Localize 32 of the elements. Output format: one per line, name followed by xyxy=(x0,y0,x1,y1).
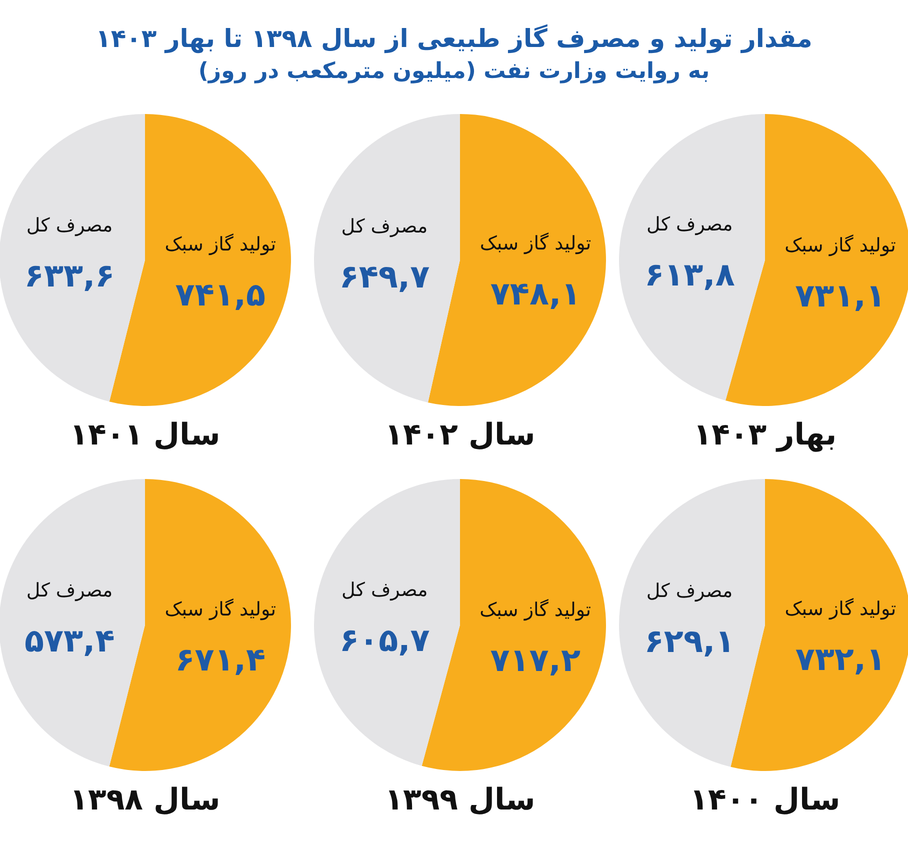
data-label: ۶۱۳,۸ xyxy=(644,256,736,294)
data-label: ۷۳۲,۱ xyxy=(795,640,886,678)
slice-label: تولید گاز سبک xyxy=(784,233,896,256)
slice-label: مصرف کل xyxy=(342,578,428,601)
text: بهار ۱۴۰۳ xyxy=(693,418,837,452)
data-label: ۷۱۷,۲ xyxy=(490,641,581,680)
slice-label: تولید گاز سبک xyxy=(784,597,896,620)
slice-label: مصرف کل xyxy=(646,214,733,236)
data-label: ۷۴۱,۵ xyxy=(175,275,266,314)
text: به روایت وزارت نفت (میلیون مترمکعب در روز) xyxy=(197,59,711,84)
text: سال ۱۴۰۰ xyxy=(690,782,840,818)
slice-label: مصرف کل xyxy=(341,216,428,238)
data-label: ۶۴۹,۷ xyxy=(339,258,430,296)
slice-label: تولید گاز سبک xyxy=(480,598,592,622)
slice-label: تولید گاز سبک xyxy=(164,232,276,256)
slice-label: مصرف کل xyxy=(26,214,113,237)
slice-label: مصرف کل xyxy=(26,580,113,602)
text: سال ۱۴۰۱ xyxy=(70,418,220,452)
text: سال ۱۴۰۲ xyxy=(384,418,536,452)
slice-label: تولید گاز سبک xyxy=(164,597,276,620)
data-label: ۷۴۸,۱ xyxy=(490,274,581,312)
data-label: ۶۰۵,۷ xyxy=(340,620,430,659)
text: مقدار تولید و مصرف گاز طبیعی از سال ۱۳۹۸ تا بهار ۱۴۰۳ xyxy=(94,24,814,53)
slice-label: مصرف کل xyxy=(646,580,733,602)
text: سال ۱۳۹۹ xyxy=(384,782,536,818)
data-label: ۷۳۱,۱ xyxy=(795,276,886,314)
slice-label: تولید گاز سبک xyxy=(480,231,592,254)
data-label: ۶۳۳,۶ xyxy=(24,256,115,295)
data-label: ۶۲۹,۱ xyxy=(644,622,735,660)
data-label: ۵۷۳,۴ xyxy=(24,622,115,660)
data-label: ۶۷۱,۴ xyxy=(175,640,266,678)
text: سال ۱۳۹۸ xyxy=(70,782,220,818)
